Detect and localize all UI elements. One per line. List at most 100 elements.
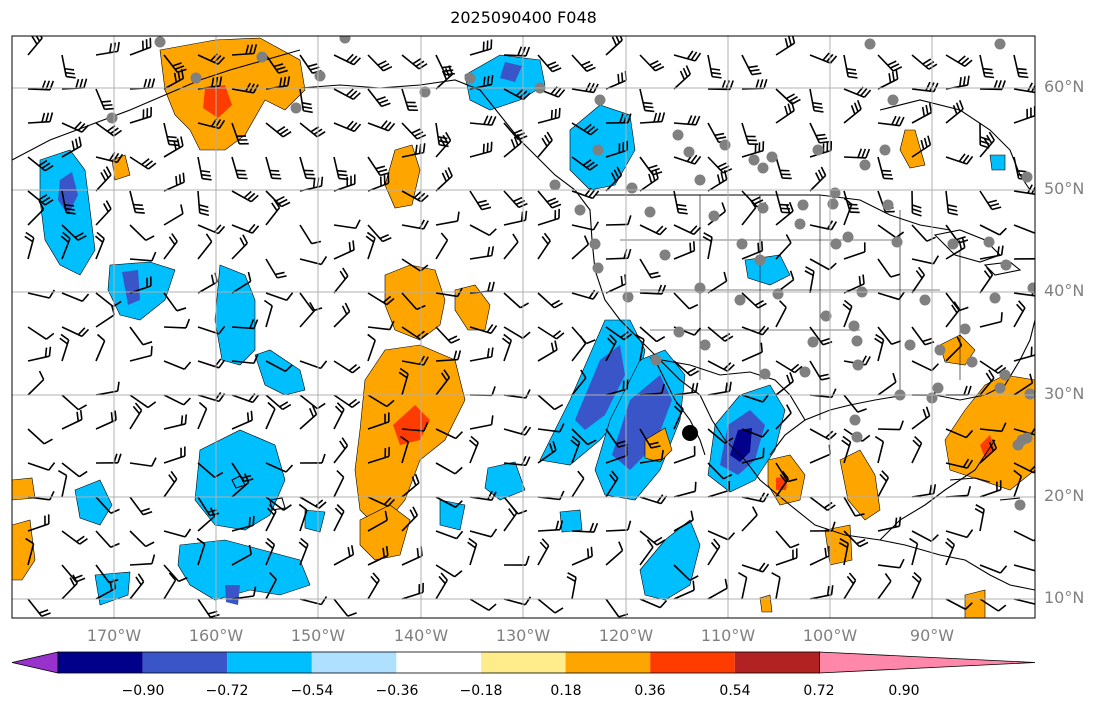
wind-barb (605, 520, 632, 532)
wind-barb (197, 401, 208, 430)
station-marker (694, 282, 706, 294)
wind-barb (1013, 425, 1035, 436)
wind-barb (809, 388, 837, 399)
wind-barb (469, 224, 497, 237)
station-marker (994, 382, 1006, 394)
wind-barb (60, 231, 71, 260)
wind-barb (24, 231, 35, 260)
station-marker (1014, 499, 1026, 511)
wind-barb (27, 428, 53, 445)
pos-region (644, 427, 673, 463)
neg-region-core (225, 585, 240, 605)
wind-barb (707, 170, 728, 192)
neg-region (177, 539, 311, 601)
wind-barb (673, 241, 696, 260)
wind-barb (299, 292, 323, 312)
wind-barb (163, 572, 177, 600)
wind-barb (265, 572, 277, 600)
wind-barb (639, 54, 665, 72)
wind-barb (877, 69, 899, 90)
wind-barb (265, 190, 291, 208)
wind-barb (673, 564, 699, 581)
pos-region (454, 284, 491, 331)
lat-label-60n: 60°N (1044, 77, 1085, 96)
wind-barb (911, 135, 932, 158)
wind-barb (163, 318, 191, 329)
wind-barb (843, 496, 865, 517)
wind-barb (639, 539, 654, 566)
wind-barb (367, 88, 391, 108)
wind-barb (911, 530, 939, 542)
wind-barb (571, 522, 599, 533)
colorbar-tick: −0.72 (205, 683, 249, 699)
wind-barb (673, 115, 701, 126)
wind-barb (673, 50, 702, 62)
wind-barb (129, 224, 155, 242)
wind-barb (503, 389, 531, 399)
wind-barb (299, 122, 326, 138)
neg-region (744, 254, 791, 286)
wind-barb (877, 516, 902, 532)
station-marker (849, 414, 861, 426)
station-marker (1024, 388, 1035, 400)
wind-barb (197, 224, 226, 235)
wind-barb (775, 300, 787, 328)
wind-barb (435, 131, 452, 158)
wind-barb (129, 530, 155, 548)
wind-barb (979, 369, 995, 396)
station-marker (736, 238, 748, 250)
neg-region-core (575, 345, 625, 430)
wind-barb (945, 190, 958, 216)
station-marker (851, 431, 863, 443)
wind-barb (537, 54, 562, 73)
wind-barb (775, 462, 798, 483)
wind-barb (163, 394, 191, 406)
wind-barb (333, 88, 361, 101)
wind-barb (333, 598, 357, 617)
pos-region (12, 519, 36, 581)
wind-barb (771, 572, 781, 600)
wind-barb (741, 428, 770, 438)
lon-label-90w: 90°W (909, 626, 955, 645)
station-marker (887, 94, 899, 106)
wind-barb (605, 70, 628, 90)
station-marker (983, 236, 995, 248)
wind-barb (702, 232, 713, 260)
wind-barb (129, 573, 145, 600)
wind-barb (231, 223, 260, 234)
wind-barb (843, 190, 860, 214)
neg-region-max (730, 428, 752, 462)
station-marker (882, 199, 894, 211)
wind-barb (741, 292, 767, 309)
wind-barb (435, 564, 463, 578)
map-title: 2025090400 F048 (450, 8, 597, 27)
wind-barb (265, 537, 276, 566)
wind-barb (333, 267, 349, 294)
station-marker (959, 323, 971, 335)
station-marker (464, 72, 476, 84)
wind-barb (605, 140, 628, 158)
wind-barb (435, 369, 451, 396)
wind-barb (163, 446, 186, 464)
lon-label-130w: 130°W (495, 626, 551, 645)
colorbar-tick: 0.54 (719, 683, 751, 699)
wind-barb (503, 555, 530, 566)
wind-barb (401, 582, 424, 600)
lon-label-160w: 160°W (188, 626, 244, 645)
wind-barb (707, 271, 728, 294)
wind-barb (1013, 562, 1035, 572)
wind-barb (95, 41, 120, 56)
wind-barb (163, 172, 185, 192)
wind-barb (877, 258, 901, 278)
colorbar-tick: −0.54 (290, 683, 334, 699)
wind-barb (945, 54, 973, 67)
wind-barb (469, 598, 497, 611)
wind-barb (367, 156, 390, 177)
wind-barb (605, 326, 633, 341)
wind-barb (877, 573, 892, 600)
wind-barb (435, 211, 460, 226)
station-marker (766, 151, 778, 163)
wind-barb (61, 121, 90, 133)
wind-barb (95, 381, 120, 396)
wind-barb (163, 122, 179, 147)
